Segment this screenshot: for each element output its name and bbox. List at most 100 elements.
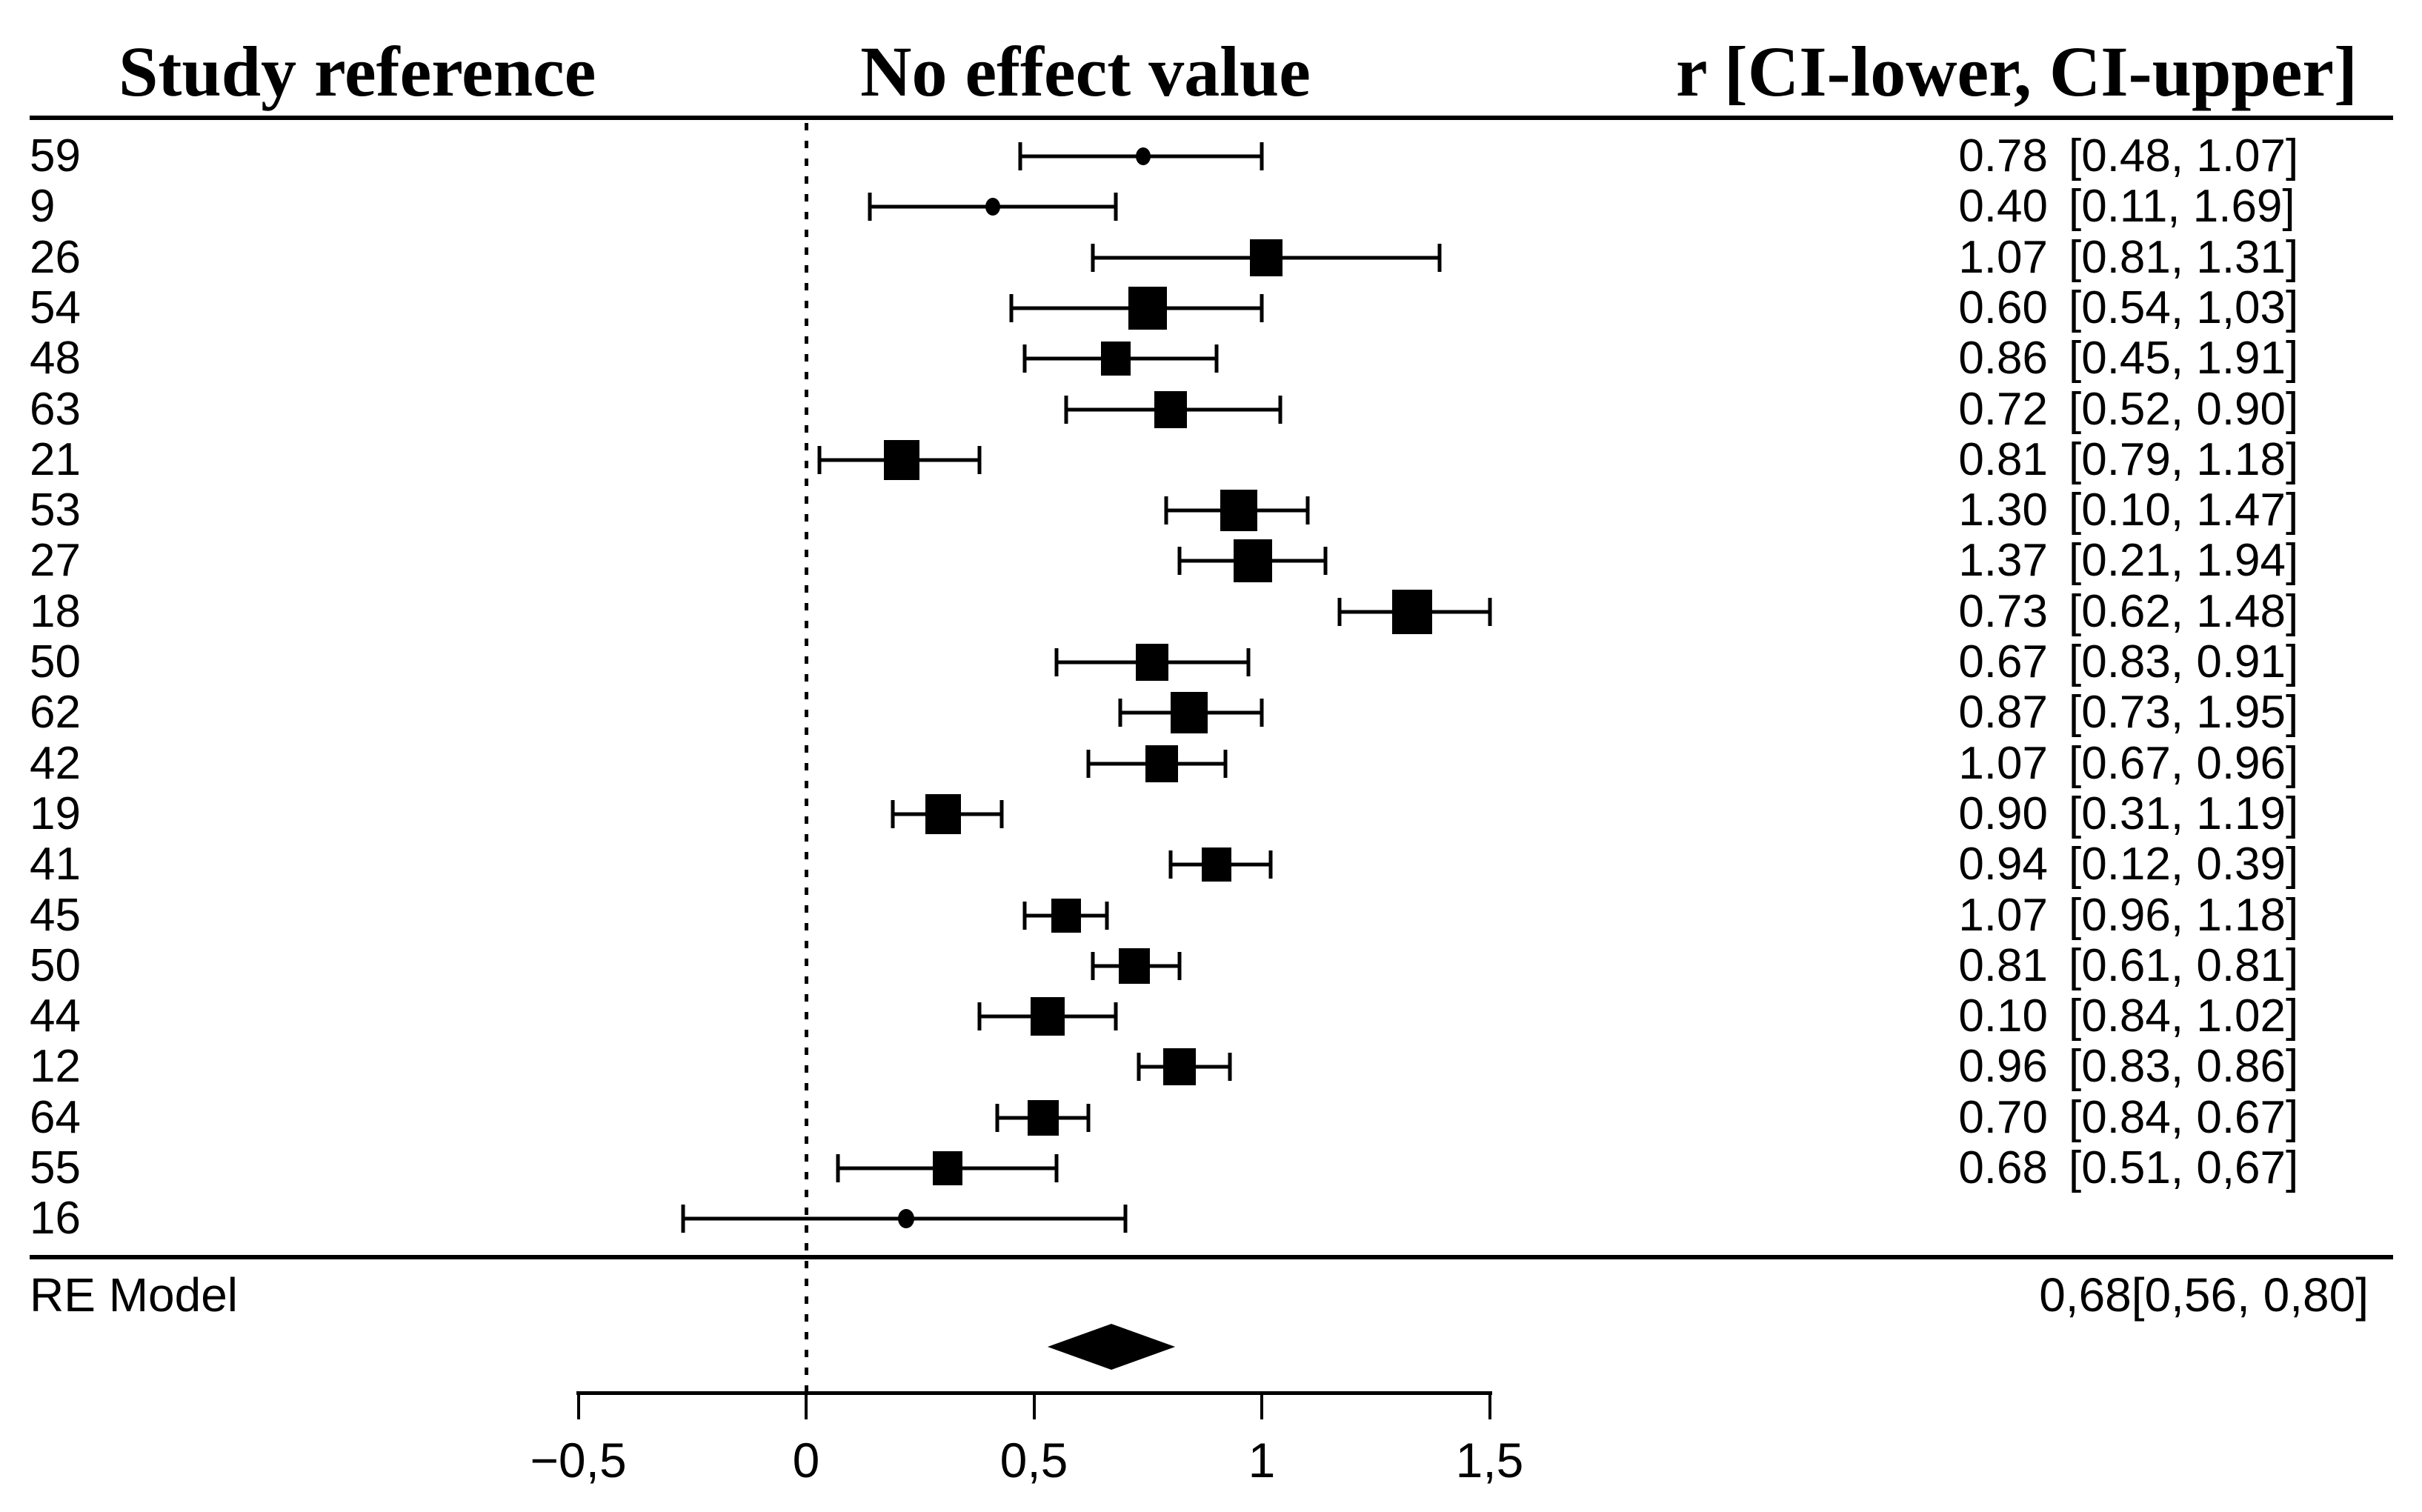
re-model-label: RE Model xyxy=(30,1268,238,1322)
r-value-text: 0.60 xyxy=(1958,282,2048,333)
study-reference-label: 45 xyxy=(30,889,81,941)
column-header-study-reference: Study reference xyxy=(119,32,596,111)
effect-marker xyxy=(1118,948,1150,984)
r-value-text: 0.87 xyxy=(1958,687,2048,739)
ci-interval-text: [0.84, 1.02] xyxy=(2069,990,2299,1042)
study-reference-label: 21 xyxy=(30,433,81,485)
r-value-text: 0.40 xyxy=(1958,181,2048,233)
ci-cap-left xyxy=(1064,395,1068,424)
effect-marker xyxy=(985,198,1001,216)
ci-cap-right xyxy=(1123,1205,1127,1233)
study-reference-label: 42 xyxy=(30,737,81,789)
x-axis-tick-label: 1,5 xyxy=(1455,1433,1524,1488)
header-divider-rule xyxy=(30,116,2393,120)
ci-cap-right xyxy=(1114,1002,1118,1031)
ci-interval-text: [0.79, 1.18] xyxy=(2069,433,2299,485)
study-reference-label: 48 xyxy=(30,333,81,384)
study-reference-label: 55 xyxy=(30,1142,81,1193)
ci-cap-right xyxy=(1105,901,1109,930)
r-value-text: 0.70 xyxy=(1958,1091,2048,1143)
ci-cap-left xyxy=(1022,901,1027,930)
ci-cap-right xyxy=(1228,1053,1232,1082)
r-value-text: 0.78 xyxy=(1958,130,2048,181)
ci-interval-text: [0.67, 0.96] xyxy=(2069,737,2299,789)
study-reference-label: 53 xyxy=(30,484,81,536)
effect-marker xyxy=(932,1151,962,1185)
ci-cap-left xyxy=(1022,344,1027,373)
column-header-no-effect-value: No effect value xyxy=(860,32,1311,111)
r-value-text: 1.07 xyxy=(1958,737,2048,789)
r-value-text: 0.10 xyxy=(1958,990,2048,1042)
ci-interval-text: [0.61, 0.81] xyxy=(2069,939,2299,991)
ci-cap-left xyxy=(1086,749,1091,778)
study-reference-label: 18 xyxy=(30,585,81,637)
r-value-text: 1.37 xyxy=(1958,535,2048,587)
effect-marker xyxy=(1136,644,1169,681)
r-value-text: 0.67 xyxy=(1958,636,2048,687)
ci-cap-right xyxy=(1223,749,1228,778)
effect-marker xyxy=(1128,286,1168,330)
effect-marker xyxy=(925,793,961,834)
x-axis-tick-label: −0,5 xyxy=(530,1433,627,1488)
ci-interval-text: [0.48, 1.07] xyxy=(2069,130,2299,181)
x-axis-tick-label: 0 xyxy=(792,1433,820,1488)
ci-cap-left xyxy=(1164,496,1168,525)
effect-marker xyxy=(1250,239,1283,276)
effect-marker xyxy=(1145,745,1178,782)
study-reference-label: 41 xyxy=(30,839,81,890)
ci-cap-left xyxy=(1168,850,1173,879)
ci-cap-right xyxy=(1488,597,1491,626)
ci-cap-right xyxy=(1305,496,1309,525)
study-reference-label: 9 xyxy=(30,181,56,233)
ci-interval-text: [0.52, 0.90] xyxy=(2069,383,2299,435)
study-reference-label: 44 xyxy=(30,990,81,1042)
x-axis-tick-mark xyxy=(576,1391,580,1419)
ci-interval-text: [0.11, 1.69] xyxy=(2069,181,2295,233)
r-value-text: 0.68 xyxy=(1958,1142,2048,1193)
ci-cap-right xyxy=(1246,648,1251,676)
ci-cap-left xyxy=(1137,1053,1141,1082)
ci-cap-left xyxy=(681,1205,685,1233)
r-value-text: 1.07 xyxy=(1958,231,2048,283)
ci-cap-right xyxy=(999,799,1004,828)
ci-interval-text: [0.12, 0.39] xyxy=(2069,839,2299,890)
re-model-estimate-text: 0,68[0,56, 0,80] xyxy=(2039,1268,2369,1322)
column-header-ci: r [CI-lower, CI-upper] xyxy=(1676,32,2358,111)
ci-cap-right xyxy=(1323,547,1328,576)
ci-cap-left xyxy=(1018,142,1022,170)
ci-cap-left xyxy=(836,1154,840,1182)
ci-interval-text: [0.84, 0.67] xyxy=(2069,1091,2299,1143)
effect-marker xyxy=(898,1209,915,1229)
x-axis-tick-mark xyxy=(1032,1391,1036,1419)
ci-cap-right xyxy=(1114,193,1118,222)
effect-marker xyxy=(884,439,920,480)
ci-cap-right xyxy=(1086,1103,1091,1132)
r-value-text: 0.72 xyxy=(1958,383,2048,435)
ci-cap-left xyxy=(1091,951,1095,980)
effect-marker xyxy=(1233,539,1272,583)
study-reference-label: 64 xyxy=(30,1091,81,1143)
ci-cap-left xyxy=(1009,293,1014,322)
study-reference-label: 19 xyxy=(30,787,81,839)
study-reference-label: 50 xyxy=(30,636,81,687)
ci-cap-left xyxy=(995,1103,999,1132)
x-axis-tick-mark xyxy=(805,1391,808,1419)
r-value-text: 0.90 xyxy=(1958,787,2048,839)
study-reference-label: 50 xyxy=(30,939,81,991)
ci-interval-text: [0.51, 0,67] xyxy=(2069,1142,2299,1193)
r-value-text: 0.94 xyxy=(1958,839,2048,890)
study-reference-label: 26 xyxy=(30,231,81,283)
ci-cap-right xyxy=(1268,850,1273,879)
x-axis-tick-label: 0,5 xyxy=(999,1433,1068,1488)
ci-cap-left xyxy=(1054,648,1059,676)
ci-cap-left xyxy=(1091,243,1095,272)
ci-cap-left xyxy=(1337,597,1342,626)
effect-marker xyxy=(1136,147,1151,165)
r-value-text: 0.96 xyxy=(1958,1041,2048,1093)
study-reference-label: 12 xyxy=(30,1041,81,1093)
summary-divider-rule xyxy=(30,1255,2393,1259)
ci-cap-left xyxy=(891,799,895,828)
study-reference-label: 63 xyxy=(30,383,81,435)
ci-cap-left xyxy=(1177,547,1182,576)
